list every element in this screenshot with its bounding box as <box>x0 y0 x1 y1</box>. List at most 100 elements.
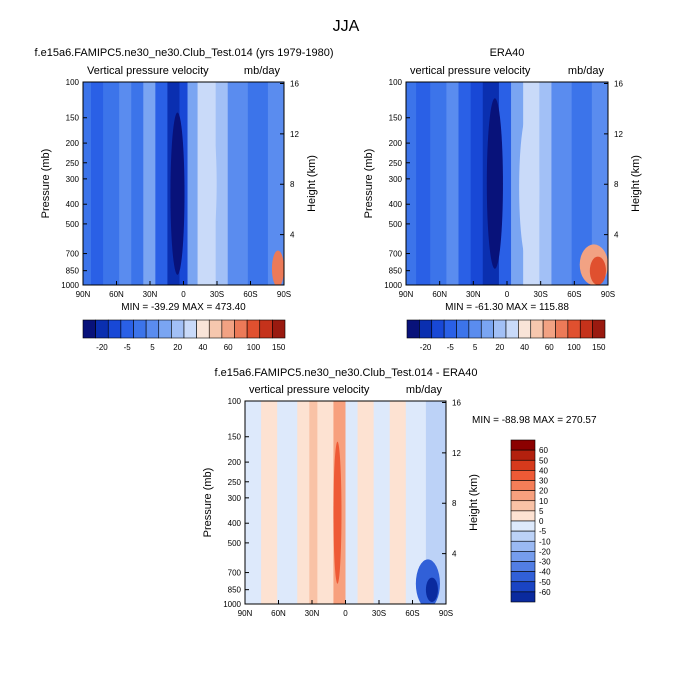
y2-tick-label: 16 <box>290 79 299 88</box>
y-tick-label: 500 <box>228 539 242 548</box>
x-tick-label: 90N <box>238 609 253 618</box>
colorbar-box <box>259 319 273 339</box>
x-tick-label: 60N <box>109 290 124 299</box>
y-tick-label: 850 <box>389 267 403 276</box>
colorbar-box <box>82 319 96 339</box>
field-band-11 <box>215 82 229 285</box>
colorbar-box <box>171 319 185 339</box>
colorbar-label: 30 <box>539 477 548 486</box>
y-tick-label: 500 <box>66 220 80 229</box>
colorbar-label: 40 <box>198 343 207 352</box>
colorbar-box <box>493 319 507 339</box>
colorbar-box <box>530 319 544 339</box>
field-band-8 <box>357 401 375 604</box>
heatmap-field <box>406 82 608 285</box>
colorbar-label: 40 <box>520 343 529 352</box>
y-tick-label: 100 <box>66 78 80 87</box>
colorbar-label: -5 <box>124 343 132 352</box>
field-band-3 <box>119 82 132 285</box>
x-tick-label: 60N <box>432 290 447 299</box>
colorbar-label: 150 <box>272 343 286 352</box>
x-tick-label: 90S <box>601 290 615 299</box>
colorbar-label: -20 <box>420 343 432 352</box>
heatmap-field <box>83 82 284 285</box>
field-cell-1 <box>519 110 540 265</box>
colorbar-label: 60 <box>545 343 554 352</box>
panels: f.e15a6.FAMIPC5.ne30_ne30.Club_Test.014 … <box>34 47 642 618</box>
colorbar-box <box>107 319 122 339</box>
colorbar-label: -40 <box>539 568 551 577</box>
y-tick-label: 100 <box>389 78 403 87</box>
colorbar-box <box>183 319 197 339</box>
field-cell-0 <box>170 112 185 275</box>
x-tick-label: 60N <box>271 609 286 618</box>
field-band-1 <box>91 82 104 285</box>
colorbar-box <box>510 439 536 451</box>
y-tick-label: 400 <box>66 200 80 209</box>
y2-tick-label: 12 <box>452 449 461 458</box>
field-band-9 <box>373 401 391 604</box>
x-tick-label: 60S <box>567 290 581 299</box>
y2-axis-title: Height (km) <box>630 155 642 212</box>
y-tick-label: 200 <box>66 139 80 148</box>
colorbar-box <box>510 551 536 562</box>
colorbar-box <box>234 319 248 339</box>
panel-right-label: mb/day <box>568 65 605 77</box>
field-band-5 <box>470 82 484 285</box>
y-tick-label: 500 <box>389 220 403 229</box>
colorbar-box <box>505 319 519 339</box>
y2-tick-label: 8 <box>452 499 457 508</box>
colorbar-box <box>208 319 223 339</box>
colorbar-box <box>518 319 532 339</box>
y-tick-label: 250 <box>228 478 242 487</box>
colorbar-box <box>120 319 134 339</box>
panel-right-label: mb/day <box>406 384 443 396</box>
field-band-0 <box>406 82 417 285</box>
colorbar-label: 100 <box>247 343 261 352</box>
field-cell-0 <box>333 441 342 584</box>
y-tick-label: 200 <box>228 458 242 467</box>
field-band-1 <box>416 82 431 285</box>
colorbar-box <box>272 319 286 339</box>
colorbar-label: 40 <box>539 466 548 475</box>
y-tick-label: 1000 <box>384 281 402 290</box>
colorbar-label: 20 <box>173 343 182 352</box>
colorbar-box <box>456 319 470 339</box>
colorbar-label: -30 <box>539 558 551 567</box>
colorbar-label: 100 <box>567 343 581 352</box>
field-band-13 <box>591 82 608 285</box>
field-band-14 <box>267 82 284 285</box>
field-band-5 <box>317 401 334 604</box>
y2-tick-label: 8 <box>290 180 295 189</box>
y2-tick-label: 4 <box>614 231 619 240</box>
field-band-4 <box>131 82 144 285</box>
panel-left-label: Vertical pressure velocity <box>87 65 209 77</box>
field-band-2 <box>277 401 298 604</box>
x-tick-label: 0 <box>505 290 510 299</box>
y-tick-label: 150 <box>228 433 242 442</box>
y2-tick-label: 4 <box>452 550 457 559</box>
field-cell-3 <box>589 256 606 285</box>
field-cell-2 <box>425 577 438 602</box>
colorbar-label: 60 <box>539 446 548 455</box>
y-tick-label: 700 <box>389 250 403 259</box>
colorbar-label: 60 <box>224 343 233 352</box>
colorbar-box <box>510 571 536 583</box>
colorbar-label: 5 <box>150 343 155 352</box>
colorbar-box <box>510 500 536 512</box>
colorbar-label: 20 <box>495 343 504 352</box>
panel-3: f.e15a6.FAMIPC5.ne30_ne30.Club_Test.014 … <box>202 367 597 618</box>
y2-tick-label: 12 <box>290 130 299 139</box>
y2-tick-label: 8 <box>614 180 619 189</box>
field-band-3 <box>446 82 460 285</box>
field-band-12 <box>227 82 249 285</box>
panel-left-label: vertical pressure velocity <box>249 384 370 396</box>
field-cell-0 <box>486 98 503 269</box>
y-axis-title: Pressure (mb) <box>40 149 52 219</box>
x-tick-label: 30S <box>372 609 386 618</box>
colorbar-box <box>510 490 536 502</box>
field-band-0 <box>245 401 262 604</box>
panel-title: f.e15a6.FAMIPC5.ne30_ne30.Club_Test.014 … <box>34 47 333 59</box>
